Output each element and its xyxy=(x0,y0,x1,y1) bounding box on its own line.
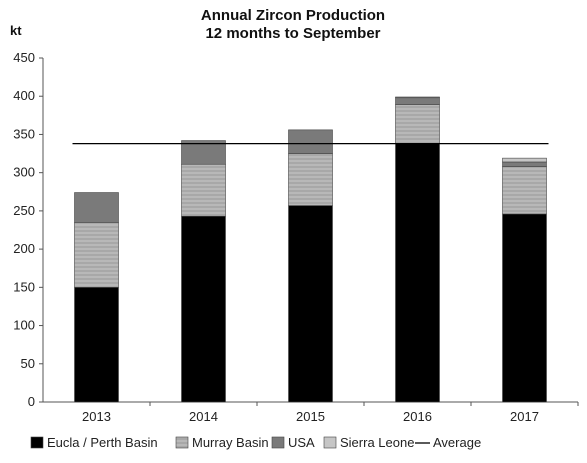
bar-segment xyxy=(74,222,119,288)
y-tick-label: 150 xyxy=(13,279,35,294)
legend-label: USA xyxy=(288,435,315,450)
y-tick-label: 200 xyxy=(13,241,35,256)
bar-segment xyxy=(74,192,119,223)
bar-segment xyxy=(395,143,440,403)
y-tick-label: 350 xyxy=(13,126,35,141)
legend-label: Average xyxy=(433,435,481,450)
bar-segment xyxy=(502,166,547,215)
y-tick-label: 300 xyxy=(13,165,35,180)
legend: Eucla / Perth Basin Murray Basin USA Sierra… xyxy=(30,435,481,450)
x-tick-label: 2015 xyxy=(296,409,325,424)
bar-segment xyxy=(502,161,547,167)
y-tick-label: 0 xyxy=(28,394,35,409)
y-axis-label: kt xyxy=(10,23,22,38)
bar-segment xyxy=(181,163,226,217)
plot-area: 0 50 100 150 200 250 300 350 400 450 2013 2014 2015 2… xyxy=(13,50,579,424)
x-tick-label: 2017 xyxy=(510,409,539,424)
chart-title: Annual Zircon Production xyxy=(201,7,385,24)
legend-swatch xyxy=(30,436,44,449)
legend-swatch xyxy=(175,436,189,449)
y-tick-label: 400 xyxy=(13,88,35,103)
bar-segment xyxy=(288,205,333,403)
y-tick-label: 100 xyxy=(13,318,35,333)
bar-segment xyxy=(502,213,547,403)
legend-label: Eucla / Perth Basin xyxy=(47,435,158,450)
bar-segment xyxy=(502,157,547,163)
bar-segment xyxy=(288,129,333,154)
y-tick-label: 50 xyxy=(21,356,35,371)
bar-segment xyxy=(181,215,226,403)
legend-swatch xyxy=(271,436,285,449)
legend-label: Sierra Leone xyxy=(340,435,414,450)
chart-subtitle: 12 months to September xyxy=(205,25,380,42)
legend-label: Murray Basin xyxy=(192,435,269,450)
bar-segment xyxy=(395,96,440,99)
y-tick-label: 450 xyxy=(13,50,35,65)
y-tick-label: 250 xyxy=(13,203,35,218)
bar-segment xyxy=(395,97,440,105)
bar-segment xyxy=(395,104,440,144)
bar-segment xyxy=(181,140,226,165)
bar-segment xyxy=(288,153,333,206)
x-tick-label: 2014 xyxy=(189,409,218,424)
x-tick-label: 2016 xyxy=(403,409,432,424)
x-tick-label: 2013 xyxy=(82,409,111,424)
bar-segment xyxy=(74,287,119,403)
legend-swatch xyxy=(323,436,337,449)
